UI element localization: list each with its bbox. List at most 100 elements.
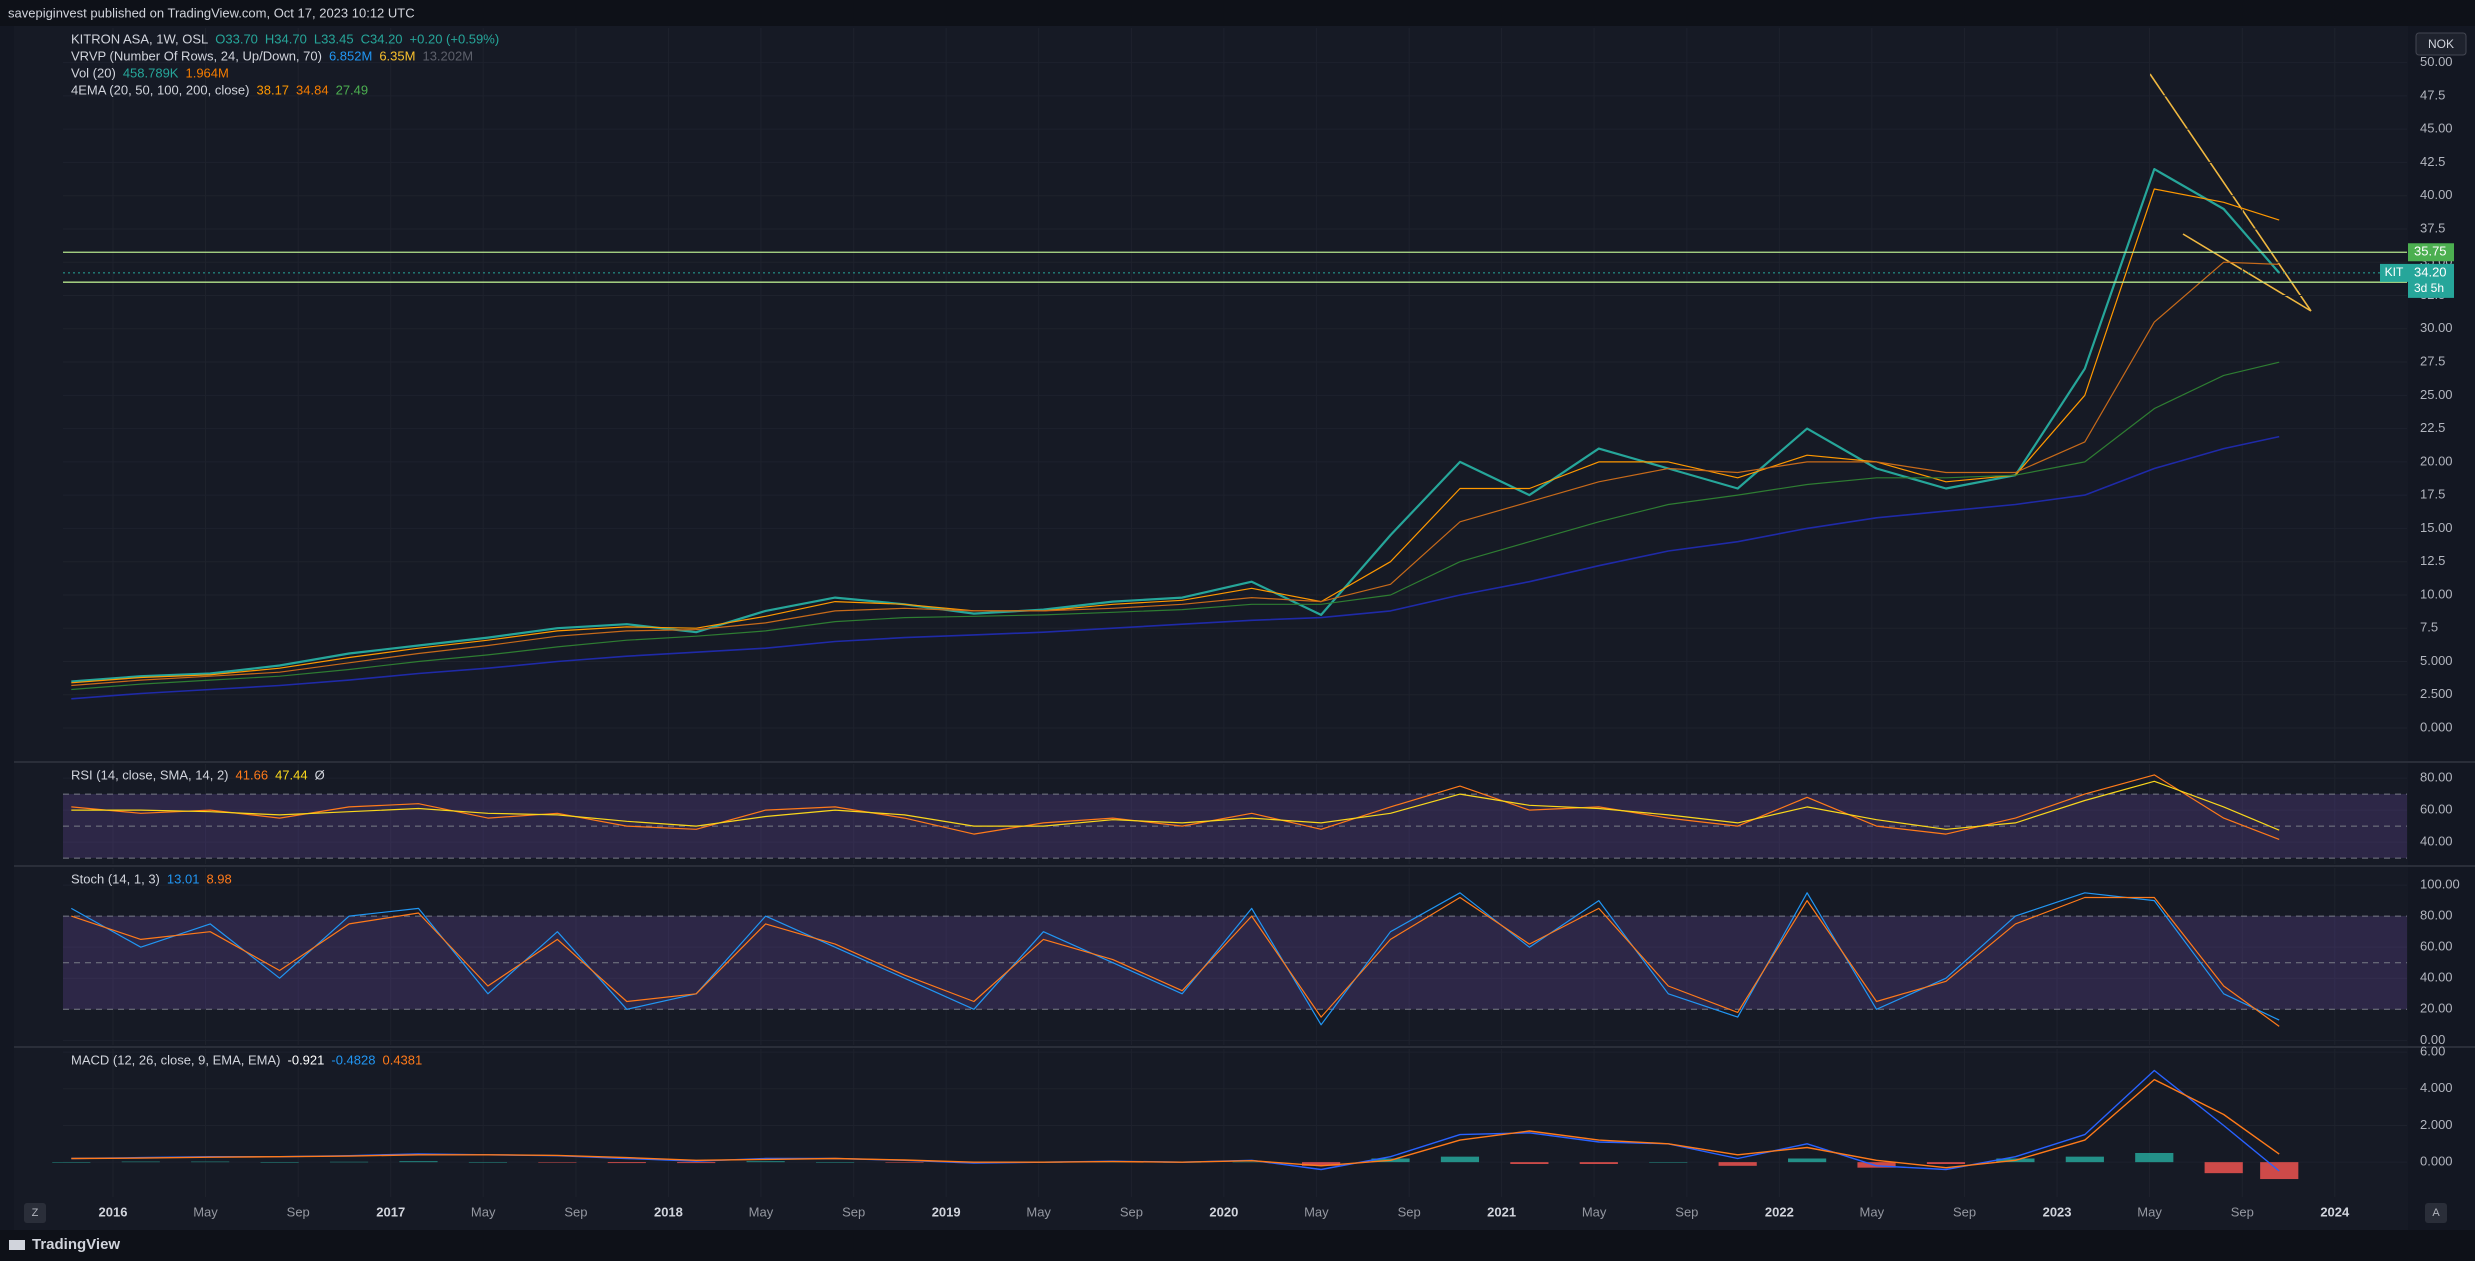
histogram-bar: [1788, 1158, 1827, 1163]
last-price-box: [2408, 263, 2454, 298]
histogram-bar: [1302, 1162, 1341, 1166]
y-tick-label: 0.00: [2420, 1032, 2445, 1047]
y-tick-label: 40.00: [2420, 970, 2453, 985]
x-tick-label: May: [2137, 1204, 2162, 1219]
legend-text: Ø: [315, 767, 325, 782]
y-tick-label: 100.00: [2420, 877, 2460, 892]
currency[interactable]: NOK: [2428, 37, 2454, 51]
legend-text: -0.4828: [331, 1052, 375, 1067]
histogram-bar: [1232, 1161, 1271, 1163]
y-tick-label: 40.00: [2420, 834, 2453, 849]
series-line: [71, 774, 2280, 840]
legend-text: 41.66: [236, 767, 269, 782]
trendline: [2149, 73, 2312, 312]
price-axis: [2408, 26, 2475, 1230]
legend-text: VRVP (Number Of Rows, 24, Up/Down, 70): [71, 48, 322, 63]
scale-button[interactable]: [2425, 1203, 2447, 1223]
level-box: [2408, 243, 2454, 262]
legend-text: 38.17: [257, 82, 290, 97]
legend-text: 4EMA (20, 50, 100, 200, close): [71, 82, 250, 97]
legend-text: L33.45: [314, 31, 354, 46]
legend-text: O33.70: [215, 31, 258, 46]
x-tick-label: 2017: [376, 1204, 405, 1219]
y-tick-label: 37.5: [2420, 220, 2445, 235]
footer-bar: [0, 1230, 2475, 1261]
y-tick-label: 25.00: [2420, 387, 2453, 402]
y-tick-label: 22.5: [2420, 420, 2445, 435]
legend-text: 6.35M: [379, 48, 415, 63]
x-tick-label: Sep: [287, 1204, 310, 1219]
histogram-bar: [191, 1161, 230, 1163]
y-tick-label: 45.00: [2420, 121, 2453, 136]
series-line: [71, 435, 2280, 700]
logo-mark: [9, 1240, 25, 1250]
histogram-bar: [468, 1162, 508, 1163]
x-tick-label: 2020: [1209, 1204, 1238, 1219]
histogram-bar: [2204, 1162, 2243, 1174]
histogram-bar: [121, 1161, 160, 1163]
level-label: 35.75: [2414, 244, 2447, 259]
y-tick-label: 0.000: [2420, 719, 2453, 734]
trendlines: [2149, 73, 2312, 312]
histogram-bar: [329, 1161, 369, 1163]
x-tick-label: 2016: [99, 1204, 128, 1219]
histogram-bar: [1857, 1162, 1896, 1168]
histogram-bar: [885, 1162, 924, 1163]
legend-text: 27.49: [336, 82, 369, 97]
scale-button-label[interactable]: Z: [32, 1207, 39, 1219]
scale-button[interactable]: [24, 1203, 46, 1223]
series-line: [71, 1078, 2280, 1169]
panel: 0.000 2.000 4.000 6.00 MACD (12, 26, close, …: [14, 1044, 2475, 1197]
last-price-label: 34.20: [2414, 264, 2447, 279]
y-tick-label: 47.5: [2420, 87, 2445, 102]
legend-text: 13.202M: [422, 48, 473, 63]
panel: 0.000 2.500 5.000 7.5 10.00 12.5 15.00 17.5 20.0…: [63, 28, 2454, 760]
series-line: [71, 896, 2280, 1027]
legend-text: KITRON ASA, 1W, OSL: [71, 31, 208, 46]
histogram-bar: [1926, 1162, 1966, 1164]
scale-button-label[interactable]: A: [2432, 1207, 2440, 1219]
x-tick-label: Sep: [564, 1204, 587, 1219]
x-tick-label: Sep: [1398, 1204, 1421, 1219]
histogram-bar: [1579, 1162, 1618, 1164]
legend-text: 6.852M: [329, 48, 372, 63]
legend-text: H34.70: [265, 31, 307, 46]
y-tick-label: 12.5: [2420, 553, 2445, 568]
histogram-bar: [399, 1161, 438, 1163]
y-tick-label: 10.00: [2420, 586, 2453, 601]
currency-box[interactable]: [2415, 32, 2467, 56]
legend-text: C34.20: [361, 31, 403, 46]
legend-text: RSI (14, close, SMA, 14, 2): [71, 767, 229, 782]
y-tick-label: 80.00: [2420, 908, 2453, 923]
histogram-bar: [2135, 1152, 2174, 1163]
histogram-bar: [746, 1161, 785, 1163]
y-tick-label: 40.00: [2420, 187, 2453, 202]
legend-text: 8.98: [206, 871, 231, 886]
y-tick-label: 20.00: [2420, 453, 2453, 468]
y-tick-label: 15.00: [2420, 520, 2453, 535]
x-tick-label: May: [1026, 1204, 1051, 1219]
panel: 0.00 20.00 40.00 60.00 80.00 100.00 Stoch (14,…: [14, 865, 2475, 1047]
series-line: [71, 780, 2280, 831]
y-tick-label: 42.5: [2420, 154, 2445, 169]
y-tick-label: 7.5: [2420, 620, 2438, 635]
legend-text: 1.964M: [185, 65, 228, 80]
y-tick-label: 60.00: [2420, 939, 2453, 954]
histogram-bar: [2065, 1156, 2104, 1163]
series-line: [71, 188, 2280, 684]
histogram-bar: [538, 1162, 577, 1163]
y-tick-label: 27.5: [2420, 353, 2445, 368]
histogram-bar: [1718, 1162, 1757, 1166]
x-tick-label: 2022: [1765, 1204, 1794, 1219]
legend-text: -0.921: [288, 1052, 325, 1067]
legend-text: 47.44: [275, 767, 308, 782]
x-tick-label: 2023: [2043, 1204, 2072, 1219]
y-tick-label: 30.00: [2420, 320, 2453, 335]
y-tick-label: 5.000: [2420, 653, 2453, 668]
x-tick-label: Sep: [1120, 1204, 1143, 1219]
y-tick-label: 50.00: [2420, 54, 2453, 69]
histogram-bar: [1649, 1162, 1688, 1163]
legend-text: +0.20 (+0.59%): [410, 31, 500, 46]
x-tick-label: May: [1582, 1204, 1607, 1219]
